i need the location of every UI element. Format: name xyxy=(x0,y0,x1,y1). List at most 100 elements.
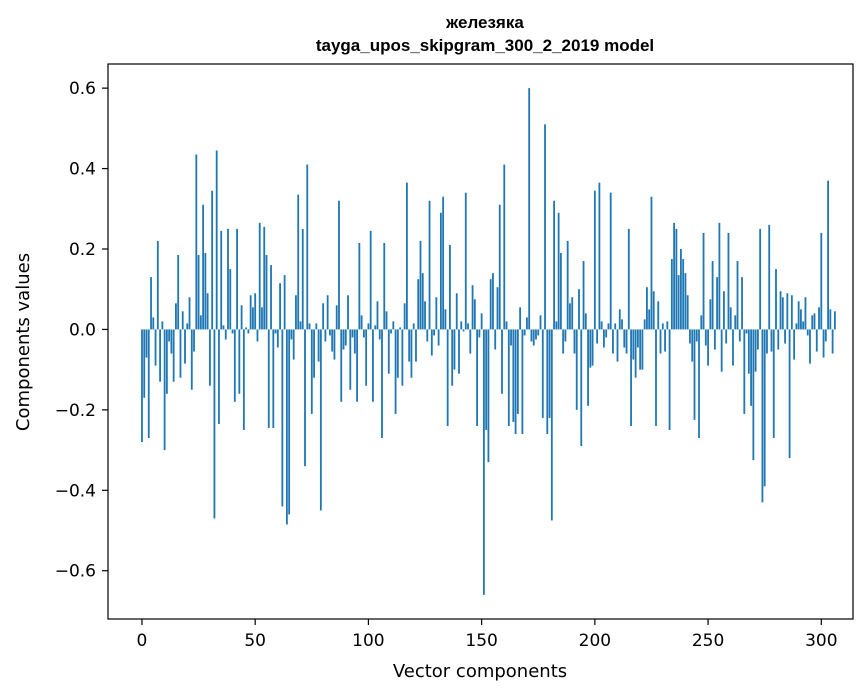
bar xyxy=(175,303,177,330)
bar xyxy=(365,329,368,386)
bar xyxy=(165,329,168,394)
bar xyxy=(329,329,331,336)
bar xyxy=(154,329,157,366)
bar xyxy=(759,228,762,330)
bar xyxy=(381,329,383,439)
bar xyxy=(689,329,691,344)
y-tick-label: −0.6 xyxy=(55,562,96,582)
bar xyxy=(589,329,592,368)
bar xyxy=(245,327,248,330)
bar xyxy=(360,315,363,330)
bar xyxy=(815,329,818,352)
bar xyxy=(227,228,229,330)
bar xyxy=(777,329,780,350)
bar xyxy=(485,329,488,430)
x-tick-label: 50 xyxy=(244,631,266,651)
bar xyxy=(659,329,662,354)
bar xyxy=(453,329,456,370)
bar xyxy=(693,329,696,420)
bar xyxy=(621,319,623,330)
bar xyxy=(347,295,349,330)
bar xyxy=(208,329,211,386)
bar xyxy=(535,329,537,340)
bar xyxy=(763,329,766,487)
bar xyxy=(288,329,291,515)
bar xyxy=(555,321,558,330)
bar xyxy=(571,297,574,330)
bar xyxy=(322,303,325,330)
bar xyxy=(338,200,340,330)
bar xyxy=(256,329,259,342)
bar xyxy=(403,303,406,330)
bar xyxy=(480,313,483,330)
bar xyxy=(802,321,805,330)
bar xyxy=(240,305,243,330)
bar xyxy=(501,329,503,394)
bar xyxy=(242,329,245,430)
bar xyxy=(711,261,714,330)
bar xyxy=(822,329,825,358)
bar xyxy=(512,329,515,422)
bar xyxy=(252,307,254,330)
bar xyxy=(580,329,583,447)
bar xyxy=(220,230,223,330)
bar xyxy=(750,329,752,406)
bar xyxy=(410,329,413,378)
bar xyxy=(435,297,438,330)
bar xyxy=(738,329,741,342)
bar xyxy=(170,329,173,354)
bar xyxy=(736,261,739,330)
bar xyxy=(727,232,730,330)
bar xyxy=(147,329,150,439)
y-tick-label: 0.6 xyxy=(69,79,96,99)
bar xyxy=(401,329,404,386)
bar xyxy=(698,329,700,439)
bar xyxy=(646,287,648,330)
bar xyxy=(741,277,743,330)
bar xyxy=(390,329,392,334)
bar xyxy=(747,329,750,374)
bar xyxy=(677,275,680,330)
bar xyxy=(281,329,284,507)
bar xyxy=(695,329,698,342)
bar xyxy=(591,329,594,366)
bar xyxy=(779,291,782,330)
bar xyxy=(353,329,356,354)
bar xyxy=(458,329,460,374)
bar xyxy=(195,154,198,330)
bar xyxy=(680,249,682,330)
bar xyxy=(261,307,263,330)
bar xyxy=(285,329,288,525)
bar xyxy=(743,329,746,414)
bar xyxy=(274,329,277,334)
bar xyxy=(335,305,338,330)
bar xyxy=(428,200,431,330)
bar xyxy=(793,329,796,360)
bar xyxy=(424,301,426,330)
y-tick-label: −0.2 xyxy=(55,401,96,421)
bar xyxy=(766,329,768,354)
bar xyxy=(276,329,279,348)
bar xyxy=(623,329,626,348)
bar xyxy=(145,329,148,358)
bar xyxy=(451,329,454,386)
bar xyxy=(215,150,218,330)
bar xyxy=(449,244,451,330)
bar xyxy=(374,325,377,330)
bar xyxy=(408,329,411,362)
bar xyxy=(297,194,300,330)
bar xyxy=(505,321,508,330)
bar xyxy=(593,190,596,330)
bar xyxy=(421,273,424,330)
bar xyxy=(238,329,241,394)
bar xyxy=(301,228,304,330)
bar xyxy=(521,329,524,434)
bar xyxy=(186,323,189,330)
bar xyxy=(616,329,619,362)
bar xyxy=(569,303,571,330)
bar xyxy=(557,212,560,330)
x-tick-label: 200 xyxy=(579,631,611,651)
bar xyxy=(734,315,737,330)
bar xyxy=(507,329,510,426)
bar xyxy=(308,323,311,330)
